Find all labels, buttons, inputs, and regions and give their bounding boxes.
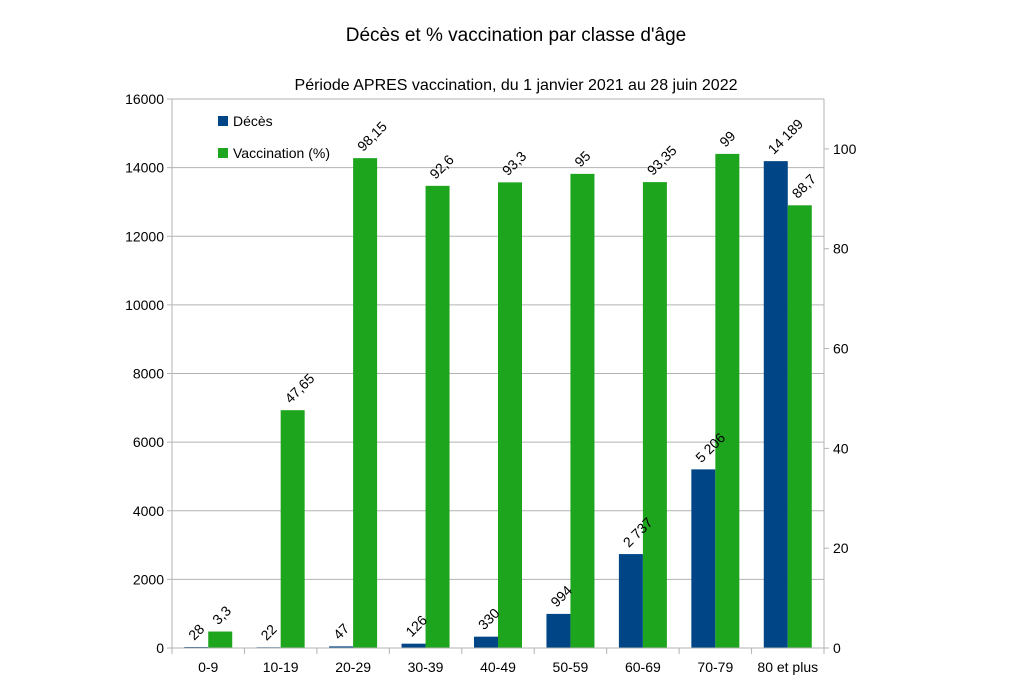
bar-vaccination <box>570 173 595 648</box>
left-tick-label: 0 <box>156 640 164 656</box>
left-tick-label: 16000 <box>125 91 164 107</box>
x-tick-label: 80 et plus <box>757 659 818 675</box>
right-tick-label: 20 <box>833 540 849 556</box>
x-tick-label: 10-19 <box>263 659 299 675</box>
data-label-deces: 22 <box>257 621 279 643</box>
x-tick-label: 30-39 <box>408 659 444 675</box>
bar-deces <box>691 469 716 648</box>
data-label-vaccination: 98,15 <box>354 118 390 154</box>
bar-deces <box>546 613 571 648</box>
left-tick-label: 8000 <box>133 366 164 382</box>
legend-label-vaccination: Vaccination (%) <box>233 145 330 161</box>
data-label-vaccination: 99 <box>716 128 738 150</box>
x-tick-label: 40-49 <box>480 659 516 675</box>
bar-vaccination <box>425 185 450 649</box>
legend: Décès Vaccination (%) <box>218 113 330 161</box>
right-tick-label: 80 <box>833 241 849 257</box>
bar-vaccination <box>208 631 233 648</box>
left-tick-label: 10000 <box>125 297 164 313</box>
legend-label-deces: Décès <box>233 113 273 129</box>
bar-vaccination <box>353 158 378 648</box>
bar-deces <box>329 646 354 648</box>
x-tick-label: 0-9 <box>198 659 218 675</box>
right-tick-label: 100 <box>833 141 857 157</box>
right-tick-label: 0 <box>833 640 841 656</box>
x-tick-label: 70-79 <box>697 659 733 675</box>
bar-vaccination <box>787 205 812 648</box>
data-label-deces: 47 <box>330 620 352 642</box>
data-label-vaccination: 3,3 <box>209 602 234 627</box>
data-label-vaccination: 93,3 <box>499 148 530 179</box>
x-tick-label: 20-29 <box>335 659 371 675</box>
data-label-vaccination: 95 <box>571 148 593 170</box>
bars <box>184 153 812 649</box>
legend-swatch-deces <box>218 116 228 126</box>
right-tick-label: 40 <box>833 440 849 456</box>
x-tick-label: 60-69 <box>625 659 661 675</box>
left-tick-label: 6000 <box>133 434 164 450</box>
data-label-vaccination: 93,35 <box>644 142 680 178</box>
left-tick-label: 12000 <box>125 228 164 244</box>
legend-swatch-vaccination <box>218 148 228 158</box>
bar-vaccination <box>498 182 522 648</box>
bar-deces <box>763 161 788 648</box>
bar-deces <box>401 643 426 648</box>
bar-deces <box>618 554 643 648</box>
left-tick-label: 14000 <box>125 160 164 176</box>
data-label-deces: 28 <box>185 621 207 643</box>
bar-vaccination <box>280 410 305 648</box>
data-label-vaccination: 47,65 <box>281 370 317 406</box>
bar-vaccination <box>642 182 667 648</box>
chart-title: Décès et % vaccination par classe d'âge <box>346 25 687 46</box>
data-label-vaccination: 92,6 <box>426 151 457 182</box>
bar-vaccination <box>715 153 740 648</box>
chart-subtitle: Période APRES vaccination, du 1 janvier … <box>295 77 738 94</box>
left-tick-label: 4000 <box>133 503 164 519</box>
left-tick-label: 2000 <box>133 571 164 587</box>
x-tick-label: 50-59 <box>553 659 589 675</box>
bar-deces <box>474 636 498 648</box>
axes: 0 2000 4000 6000 8000 10000 12000 14000 16000 0 20… <box>125 91 857 675</box>
right-tick-label: 60 <box>833 341 849 357</box>
data-label-deces: 14 189 <box>765 116 807 158</box>
data-label-vaccination: 88,7 <box>789 171 820 202</box>
